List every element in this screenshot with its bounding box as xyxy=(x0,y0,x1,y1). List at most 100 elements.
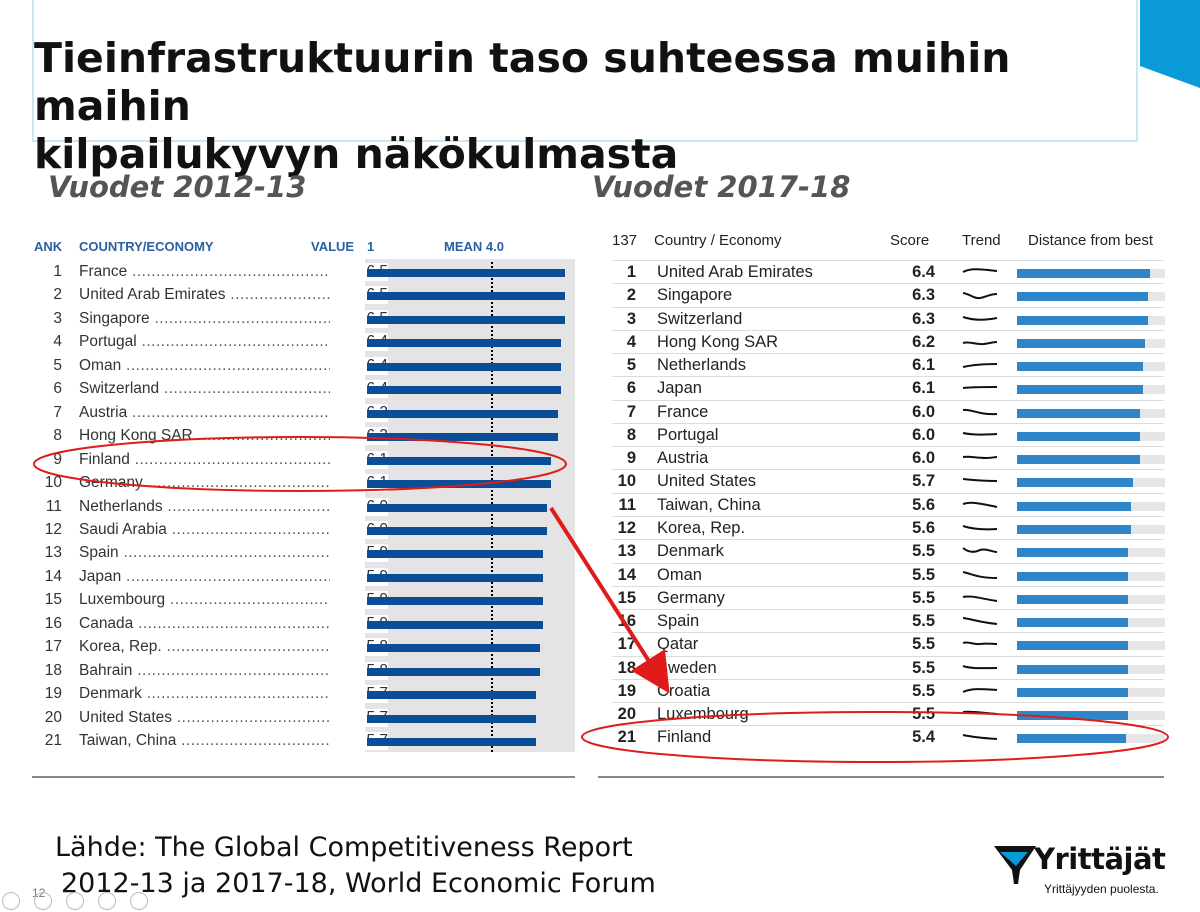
left-row-rank: 18 xyxy=(44,661,62,679)
right-table-row: 8 Portugal 6.0 xyxy=(612,422,1165,447)
left-row-rank: 12 xyxy=(44,520,62,538)
right-chart-bottom-rule xyxy=(598,776,1164,778)
left-row-leader-dots: ........................................… xyxy=(132,263,386,280)
right-row-rank: 20 xyxy=(617,705,636,724)
right-row-trend-sparkline xyxy=(962,315,998,321)
left-row-rank: 11 xyxy=(45,497,62,515)
left-table-row: 18 Bahrain ..............................… xyxy=(34,659,574,682)
right-row-distance-bar xyxy=(1017,478,1133,488)
left-row-rank: 19 xyxy=(44,685,62,703)
left-table-row: 3 Singapore .............................… xyxy=(34,307,574,330)
right-row-trend-sparkline xyxy=(962,292,998,300)
right-row-trend-sparkline xyxy=(962,687,998,693)
logo-mark-icon xyxy=(994,846,1036,884)
right-table-row: 14 Oman 5.5 xyxy=(612,562,1165,587)
left-row-country: Denmark ................................… xyxy=(79,685,386,703)
left-row-country-text: Bahrain xyxy=(79,661,133,679)
right-col-country: Country / Economy xyxy=(654,232,782,249)
left-col-scale-start: 1 xyxy=(367,239,375,254)
right-row-rank: 2 xyxy=(626,286,636,305)
right-row-distance-bar xyxy=(1017,664,1128,674)
right-row-trend-line xyxy=(962,547,998,554)
left-row-country: Portugal ...............................… xyxy=(79,333,386,351)
right-row-distance-bar xyxy=(1017,641,1128,651)
right-row-country: Netherlands xyxy=(657,356,746,375)
yrittajat-logo: Yrittäjät Yrittäjyyden puolesta. xyxy=(992,840,1172,904)
right-row-trend-line xyxy=(962,687,998,693)
right-row-trend-line xyxy=(962,340,998,345)
title-line-1: Tieinfrastruktuurin taso suhteessa muihi… xyxy=(34,34,1011,130)
left-row-bar xyxy=(367,738,537,746)
left-row-bar xyxy=(367,644,540,653)
right-table-row: 20 Luxembourg 5.5 xyxy=(612,702,1165,726)
right-col-score: Score xyxy=(890,232,930,249)
left-row-country-text: Portugal xyxy=(79,333,137,351)
left-row-rank: 1 xyxy=(53,263,62,280)
left-chart-heading: Vuodet 2012-13 xyxy=(48,170,307,204)
right-row-country: Spain xyxy=(657,612,700,631)
right-row-trend-line xyxy=(962,386,998,390)
left-row-bar xyxy=(367,480,551,489)
right-row-rank: 21 xyxy=(617,728,636,747)
right-row-country: Singapore xyxy=(657,286,733,305)
left-row-country-text: France xyxy=(79,263,128,280)
left-row-rank: 9 xyxy=(53,450,62,468)
right-row-distance-bar xyxy=(1017,431,1141,441)
right-row-trend-sparkline xyxy=(962,570,998,579)
left-row-country: Oman ...................................… xyxy=(79,357,386,375)
nav-prev-icon[interactable] xyxy=(2,892,20,910)
right-row-trend-line xyxy=(962,710,998,716)
right-row-trend-sparkline xyxy=(962,595,998,602)
slide-title: Tieinfrastruktuurin taso suhteessa muihi… xyxy=(34,34,1144,178)
right-row-trend-line xyxy=(962,292,998,300)
right-row-trend-sparkline xyxy=(962,340,998,345)
left-row-leader-dots: ........................................… xyxy=(141,333,386,351)
right-table-row: 21 Finland 5.4 xyxy=(612,725,1165,749)
right-row-trend-sparkline xyxy=(962,386,998,390)
left-row-bar xyxy=(367,315,565,324)
right-row-trend-line xyxy=(962,641,998,646)
nav-next-icon[interactable] xyxy=(34,892,52,910)
right-row-trend-line xyxy=(962,408,998,415)
nav-more-icon[interactable] xyxy=(130,892,148,910)
left-row-rank: 5 xyxy=(53,356,62,374)
right-row-rank: 15 xyxy=(617,588,636,607)
right-row-trend-line xyxy=(962,431,998,436)
nav-menu-icon[interactable] xyxy=(66,892,84,910)
left-table-row: 20 United States ........................… xyxy=(34,706,574,729)
left-row-rank: 21 xyxy=(44,732,62,749)
right-row-score: 5.5 xyxy=(912,658,935,677)
right-row-score: 6.3 xyxy=(912,286,935,305)
left-row-country-text: Taiwan, China xyxy=(79,732,177,749)
right-chart-heading: Vuodet 2017-18 xyxy=(592,170,851,204)
right-row-trend-sparkline xyxy=(962,268,998,273)
left-row-bar xyxy=(367,269,565,277)
left-row-country-text: Saudi Arabia xyxy=(79,520,167,538)
left-row-country: Bahrain ................................… xyxy=(79,662,386,680)
right-row-distance-bar xyxy=(1017,315,1148,325)
left-row-leader-dots: ........................................… xyxy=(118,544,386,562)
right-row-trend-line xyxy=(962,595,998,602)
right-row-trend-line xyxy=(962,455,998,460)
right-row-country: Finland xyxy=(657,728,712,747)
nav-zoom-icon[interactable] xyxy=(98,892,116,910)
right-row-country: Japan xyxy=(657,379,702,398)
left-table-row: 7 Austria ...............................… xyxy=(34,401,574,424)
right-row-score: 5.5 xyxy=(912,612,935,631)
right-row-distance-bar xyxy=(1017,687,1128,697)
left-row-bar xyxy=(367,386,562,395)
logo-wordmark: Yrittäjät xyxy=(1034,842,1166,876)
right-row-trend-line xyxy=(962,501,998,508)
right-table-row: 1 United Arab Emirates 6.4 xyxy=(612,260,1165,284)
right-table-row: 18 Sweden 5.5 xyxy=(612,655,1165,680)
left-row-bar xyxy=(367,526,547,535)
left-row-country-text: Singapore xyxy=(79,309,150,327)
right-row-score: 6.1 xyxy=(912,379,935,398)
left-row-rank: 2 xyxy=(53,286,62,304)
right-row-trend-line xyxy=(962,617,998,626)
right-row-score: 5.6 xyxy=(912,495,935,514)
slide-nav-controls[interactable] xyxy=(0,888,160,912)
left-row-rank: 3 xyxy=(53,309,62,327)
left-row-country-text: Canada xyxy=(79,614,134,632)
left-row-bar xyxy=(367,456,551,465)
